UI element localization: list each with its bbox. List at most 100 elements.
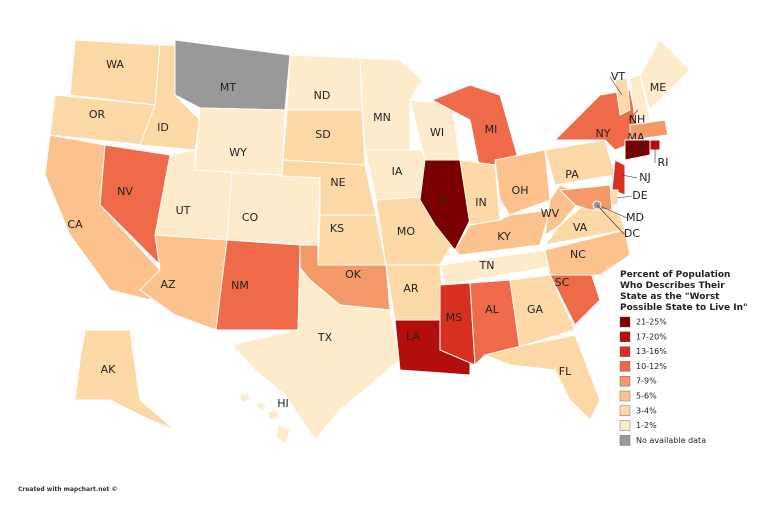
state-label: SD — [315, 128, 330, 141]
state-shape — [231, 266, 401, 441]
state-label: GA — [527, 303, 544, 316]
state-label: OR — [89, 108, 106, 121]
legend-label: 21-25% — [636, 318, 667, 327]
legend-label: 13-16% — [636, 347, 667, 356]
state-label: CO — [242, 211, 259, 224]
state-label: PA — [565, 168, 579, 181]
leader-line — [609, 76, 623, 96]
state-label: AL — [485, 303, 500, 316]
legend-label: 17-20% — [636, 332, 667, 341]
footer: Created with mapchart.net © — [18, 486, 118, 493]
legend-swatch — [619, 390, 631, 402]
state-label: DC — [624, 227, 640, 240]
legend-label: 10-12% — [636, 362, 667, 371]
state-label: NC — [570, 248, 586, 261]
legend-swatch — [619, 376, 631, 387]
state-shape — [267, 409, 281, 421]
state-label: ME — [650, 81, 666, 94]
state-shape — [194, 107, 286, 176]
leader-line — [621, 174, 638, 179]
leader-line — [616, 195, 633, 199]
legend-title: Percent of Population Who Describes Thei… — [620, 270, 748, 313]
legend-swatch — [619, 405, 631, 416]
state-label: NE — [330, 176, 345, 189]
state-shape — [275, 423, 291, 445]
state-label: VT — [611, 70, 626, 83]
state-shape — [509, 274, 576, 352]
legend-label: No available data — [636, 436, 706, 445]
state-label: HI — [277, 397, 289, 410]
state-label: TN — [479, 259, 495, 272]
state-shape — [639, 39, 691, 111]
legend-label: 5-6% — [636, 392, 657, 401]
leader-line — [596, 204, 625, 235]
state-label: VA — [573, 221, 588, 234]
state-label: AK — [101, 363, 117, 376]
state-shape — [629, 74, 651, 121]
legend-swatch — [619, 331, 631, 342]
state-shape — [74, 329, 176, 431]
state-label: SC — [555, 276, 570, 289]
state-label: NM — [231, 279, 249, 292]
state-shape — [454, 209, 551, 256]
state-label: MI — [485, 123, 498, 136]
state-shape — [239, 392, 251, 403]
state-label: MO — [397, 225, 415, 238]
state-label: AR — [403, 282, 419, 295]
legend-swatch — [619, 420, 631, 431]
state-label: AZ — [160, 278, 176, 291]
state-shape — [611, 159, 626, 196]
state-label: TX — [317, 331, 333, 344]
state-label: UT — [176, 204, 191, 217]
state-label: NH — [629, 113, 646, 126]
state-shape — [215, 239, 301, 331]
state-label: IL — [439, 194, 449, 207]
state-label: MT — [220, 81, 236, 94]
legend-swatch — [619, 346, 631, 357]
state-shape — [629, 119, 669, 141]
state-label: RI — [658, 156, 669, 169]
state-label: NV — [117, 185, 133, 198]
state-label: KS — [330, 222, 344, 235]
state-shape — [174, 39, 291, 111]
state-label: OK — [345, 268, 362, 281]
state-label: WA — [106, 58, 124, 71]
leader-line — [599, 205, 628, 219]
state-shape — [439, 282, 476, 366]
state-label: IA — [392, 165, 403, 178]
state-shape — [624, 139, 651, 161]
state-label: FL — [559, 365, 572, 378]
legend-swatch — [619, 316, 631, 328]
state-label: NY — [596, 127, 611, 140]
state-shape — [614, 77, 631, 116]
state-shape — [69, 39, 161, 106]
state-label: KY — [497, 230, 511, 243]
state-label: WI — [430, 126, 444, 139]
state-shape — [494, 149, 551, 216]
state-label: LA — [406, 330, 420, 343]
state-label: DE — [632, 189, 647, 202]
state-label: MS — [446, 311, 462, 324]
state-label: MN — [373, 111, 391, 124]
state-shape — [483, 334, 601, 421]
state-shape — [544, 139, 616, 186]
state-label: CT — [630, 143, 645, 156]
leader-line — [628, 109, 639, 121]
state-shape — [544, 229, 631, 276]
state-label: IN — [475, 196, 486, 209]
legend-label: 7-9% — [636, 377, 657, 386]
state-label: ID — [157, 121, 169, 134]
state-label: WY — [229, 146, 247, 159]
state-label: NJ — [639, 171, 650, 184]
state-shape — [317, 214, 387, 266]
state-label: MD — [626, 211, 644, 224]
legend-label: 3-4% — [636, 406, 657, 415]
state-shape — [255, 401, 267, 411]
legend-swatch — [619, 435, 631, 446]
legend-swatch — [619, 361, 631, 372]
state-label: WV — [541, 207, 560, 220]
state-shape — [226, 171, 321, 246]
state-label: CA — [67, 218, 83, 231]
